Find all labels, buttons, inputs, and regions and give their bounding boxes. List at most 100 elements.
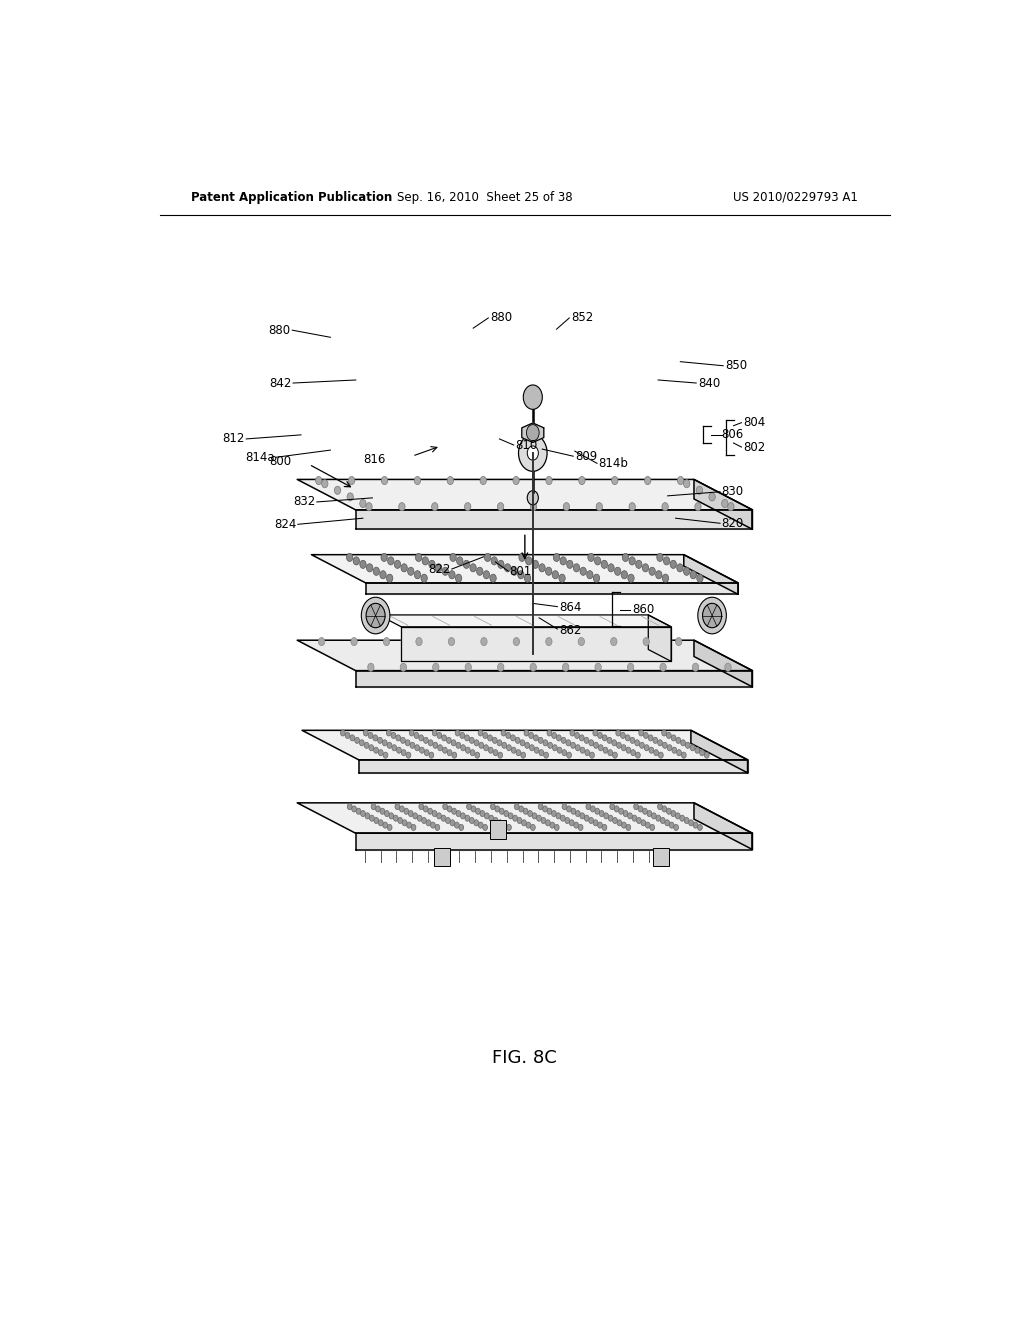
Text: US 2010/0229793 A1: US 2010/0229793 A1 (733, 190, 858, 203)
Circle shape (495, 807, 500, 812)
Circle shape (553, 744, 557, 751)
Circle shape (656, 816, 660, 821)
Circle shape (524, 574, 530, 582)
Circle shape (626, 825, 631, 830)
Circle shape (581, 747, 585, 754)
Circle shape (526, 425, 540, 441)
Circle shape (653, 738, 657, 743)
Circle shape (622, 822, 627, 828)
Circle shape (511, 568, 517, 576)
Circle shape (697, 825, 702, 830)
Circle shape (450, 553, 457, 561)
Circle shape (392, 744, 396, 751)
Circle shape (478, 822, 483, 828)
Circle shape (429, 752, 434, 758)
Circle shape (550, 822, 555, 828)
Circle shape (452, 739, 456, 746)
Circle shape (474, 739, 479, 746)
Circle shape (475, 808, 480, 814)
Circle shape (398, 503, 406, 511)
Circle shape (539, 738, 543, 743)
Circle shape (696, 486, 702, 495)
Circle shape (579, 477, 585, 484)
Circle shape (364, 730, 369, 737)
Circle shape (573, 822, 579, 828)
Circle shape (524, 742, 529, 748)
Text: 850: 850 (725, 359, 746, 372)
Circle shape (631, 750, 636, 756)
Circle shape (643, 638, 649, 645)
Circle shape (483, 570, 489, 578)
Circle shape (470, 564, 476, 572)
Circle shape (414, 733, 419, 738)
Circle shape (523, 385, 543, 409)
Circle shape (322, 479, 328, 488)
Circle shape (354, 738, 359, 743)
Circle shape (612, 752, 617, 758)
Polygon shape (358, 760, 748, 772)
Circle shape (465, 816, 470, 821)
Circle shape (505, 564, 511, 572)
Circle shape (586, 804, 591, 809)
Circle shape (662, 503, 669, 511)
Circle shape (571, 808, 575, 814)
Circle shape (379, 820, 383, 826)
Circle shape (406, 739, 410, 746)
Text: 804: 804 (743, 416, 765, 429)
Circle shape (562, 750, 566, 756)
Circle shape (507, 744, 511, 751)
Text: 809: 809 (574, 450, 597, 463)
Polygon shape (694, 479, 753, 529)
Circle shape (401, 564, 408, 572)
Circle shape (365, 742, 369, 748)
Circle shape (437, 744, 442, 751)
Polygon shape (297, 803, 753, 833)
Circle shape (525, 557, 531, 565)
Circle shape (447, 750, 452, 756)
Circle shape (381, 553, 387, 561)
Circle shape (502, 822, 507, 828)
Circle shape (490, 804, 496, 809)
Circle shape (476, 568, 483, 576)
Circle shape (519, 807, 523, 812)
Circle shape (608, 816, 613, 821)
Circle shape (422, 557, 428, 565)
Circle shape (494, 817, 498, 824)
Text: 860: 860 (632, 603, 654, 616)
Circle shape (515, 738, 520, 743)
Circle shape (447, 477, 454, 484)
Circle shape (676, 813, 680, 818)
Circle shape (629, 557, 635, 565)
Circle shape (378, 738, 382, 743)
Circle shape (415, 477, 421, 484)
Circle shape (428, 808, 432, 814)
Circle shape (393, 816, 398, 821)
Circle shape (403, 808, 409, 814)
Circle shape (695, 747, 699, 754)
Circle shape (507, 825, 511, 830)
Circle shape (410, 730, 414, 737)
Polygon shape (694, 803, 753, 850)
Circle shape (465, 735, 469, 741)
Circle shape (690, 570, 696, 578)
Circle shape (621, 733, 626, 738)
Circle shape (562, 804, 567, 809)
Polygon shape (522, 422, 544, 442)
Circle shape (502, 742, 507, 748)
Text: 880: 880 (268, 323, 291, 337)
Circle shape (537, 816, 542, 821)
Circle shape (566, 739, 570, 746)
Circle shape (546, 568, 552, 576)
Circle shape (702, 603, 722, 628)
Circle shape (441, 735, 446, 741)
Polygon shape (648, 615, 671, 661)
Circle shape (547, 730, 552, 737)
Text: Patent Application Publication: Patent Application Publication (191, 190, 393, 203)
Circle shape (560, 557, 566, 565)
Circle shape (628, 663, 634, 672)
Circle shape (667, 733, 671, 738)
Circle shape (647, 810, 652, 817)
Circle shape (608, 564, 614, 572)
Circle shape (482, 825, 487, 830)
Circle shape (676, 738, 681, 743)
